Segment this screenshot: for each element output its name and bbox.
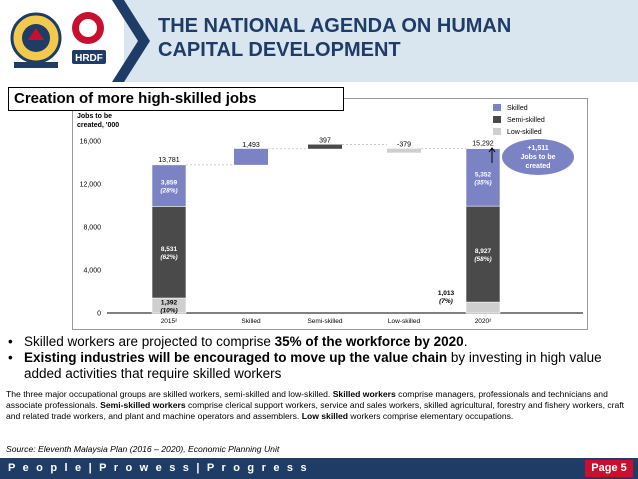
axis-layer: Jobs to be created, '000 0 4,000 8,000 12,00…	[77, 113, 583, 318]
bar-layer	[151, 144, 501, 314]
y-tick-label: 0	[97, 311, 101, 318]
bullet-1-end: .	[463, 334, 468, 349]
bar-delta-label: 397	[319, 138, 331, 145]
legend-swatch-semi-skilled	[493, 116, 501, 123]
waterfall-chart: Jobs to be created, '000 0 4,000 8,000 12,00…	[77, 104, 583, 325]
bullet-dot-icon: •	[8, 334, 13, 349]
segment-value-label: 1,013	[438, 290, 455, 297]
occupational-groups-note: The three major occupational groups are …	[6, 389, 634, 422]
legend-swatch-low-skilled	[493, 128, 501, 135]
y-tick-label: 16,000	[80, 139, 102, 146]
footer-tagline: P e o p l e | P r o w e s s | P r o g r …	[8, 462, 309, 474]
bullet-item-2: • Existing industries will be encouraged …	[6, 350, 636, 382]
segment-share-label: (28%)	[160, 188, 177, 195]
jobs-created-callout: +1,511 Jobs to be created	[488, 139, 574, 175]
y-tick-label: 4,000	[83, 268, 101, 275]
header-band	[124, 0, 638, 82]
hrdf-logo-icon: HRDF	[72, 12, 106, 64]
segment-share-label: (7%)	[439, 298, 453, 305]
title-line-1: THE NATIONAL AGENDA ON HUMAN	[158, 15, 512, 37]
legend: Skilled Semi-skilled Low-skilled	[493, 104, 545, 136]
segment-share-label: (10%)	[160, 308, 177, 315]
y-tick-label: 8,000	[83, 225, 101, 232]
x-tick-label: Skilled	[241, 318, 261, 325]
note-text-4: workers comprise elementary occupations.	[348, 411, 514, 421]
logo-area: HRDF	[0, 0, 124, 82]
callout-arrow-icon	[488, 147, 496, 153]
callout-line-3: created	[526, 163, 551, 170]
legend-swatch-skilled	[493, 104, 501, 111]
bullet-2-text: by investing in high value added activit…	[24, 350, 602, 381]
bullet-2-bold: Existing industries will be encouraged t…	[24, 350, 448, 365]
y-axis-label: created, '000	[77, 122, 119, 129]
bullet-1-text: Skilled workers are projected to compris…	[24, 334, 275, 349]
bullet-1-bold: 35% of the workforce by 2020	[274, 334, 464, 349]
bar-total-label: 13,781	[158, 157, 180, 164]
segment-value-label: 1,392	[161, 300, 178, 307]
chart-frame: Jobs to be created, '000 0 4,000 8,000 12,00…	[72, 98, 588, 330]
waterfall-bar	[234, 148, 268, 165]
segment-value-label: 8,531	[161, 246, 178, 253]
y-axis-label: Jobs to be	[77, 113, 112, 120]
hrdf-logo-text: HRDF	[75, 53, 103, 64]
header: HRDF THE NATIONAL AGENDA ON HUMAN CAPITA…	[0, 0, 638, 82]
waterfall-bar	[308, 144, 342, 149]
bullet-dot-icon: •	[8, 350, 13, 365]
note-bold-3: Low skilled	[301, 411, 349, 421]
note-text-1: The three major occupational groups are …	[6, 389, 333, 399]
label-layer: 1,392(10%) 8,531(62%) 3,859(28%) 13,781 2015…	[158, 138, 494, 325]
title-line-2: CAPITAL DEVELOPMENT	[158, 39, 401, 61]
note-bold-1: Skilled workers	[332, 389, 396, 399]
legend-label-low-skilled: Low-skilled	[507, 129, 542, 136]
segment-share-label: (58%)	[474, 256, 491, 263]
bar-segment	[465, 205, 501, 303]
callout-ellipse	[502, 139, 574, 175]
logos: HRDF	[10, 12, 106, 68]
segment-share-label: (62%)	[160, 254, 177, 261]
x-tick-label: Semi-skilled	[307, 318, 342, 325]
x-tick-label: 2020²	[475, 318, 492, 325]
page-number-badge: Page 5	[585, 460, 633, 477]
bar-segment	[151, 164, 187, 207]
segment-value-label: 5,352	[475, 171, 492, 178]
y-tick-label: 12,000	[80, 182, 102, 189]
note-bold-2: Semi-skilled workers	[100, 400, 186, 410]
x-tick-label: Low-skilled	[388, 318, 421, 325]
subtitle-box: Creation of more high-skilled jobs	[8, 87, 344, 111]
x-tick-label: 2015²	[161, 318, 178, 325]
page-title: THE NATIONAL AGENDA ON HUMAN CAPITAL DEV…	[158, 14, 628, 62]
segment-share-label: (35%)	[474, 179, 491, 186]
bar-segment	[151, 206, 187, 299]
callout-line-2: Jobs to be	[520, 154, 555, 161]
bar-segment	[465, 301, 501, 314]
bullet-list: • Skilled workers are projected to compri…	[6, 334, 636, 382]
note-text-2: comprise managers, professionals and tec…	[6, 389, 608, 410]
bullet-item-1: • Skilled workers are projected to compri…	[6, 334, 636, 350]
bar-total-label: 15,292	[472, 141, 494, 148]
segment-value-label: 8,927	[475, 248, 492, 255]
bar-delta-label: 1,493	[242, 142, 260, 149]
footer: P e o p l e | P r o w e s s | P r o g r …	[0, 458, 638, 479]
legend-label-skilled: Skilled	[507, 105, 528, 112]
subtitle: Creation of more high-skilled jobs	[14, 90, 257, 107]
ministry-logo-icon	[10, 12, 62, 68]
waterfall-bar	[387, 148, 421, 153]
legend-label-semi-skilled: Semi-skilled	[507, 117, 545, 124]
bar-delta-label: -379	[397, 142, 411, 149]
callout-line-1: +1,511	[527, 145, 548, 152]
segment-value-label: 3,859	[161, 180, 178, 187]
bar-segment	[465, 148, 501, 207]
note-text-3: comprise clerical support workers, servi…	[6, 400, 625, 421]
source-citation: Source: Eleventh Malaysia Plan (2016 – 2…	[6, 444, 280, 454]
header-chevron	[112, 0, 150, 82]
